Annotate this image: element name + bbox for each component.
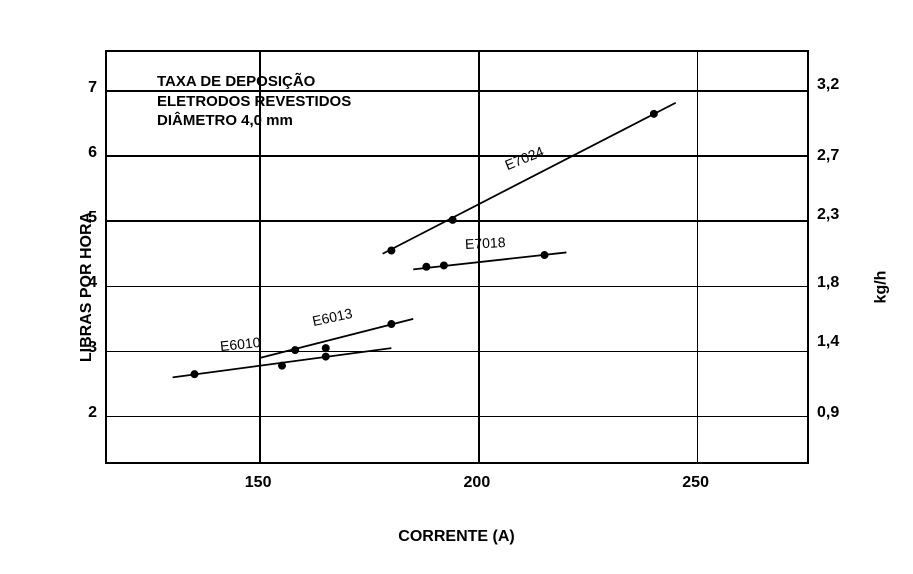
x-tick: 250 [666, 474, 726, 492]
series-marker-E7018 [422, 263, 430, 271]
plot-area: TAXA DE DEPOSIÇÃOELETRODOS REVESTIDOSDIÂ… [105, 50, 809, 464]
y-left-tick: 7 [57, 79, 97, 97]
series-marker-E7024 [387, 246, 395, 254]
y-right-tick: 2,7 [817, 147, 857, 165]
grid-line-vertical [478, 52, 480, 462]
y-left-tick: 4 [57, 274, 97, 292]
y-right-tick: 2,3 [817, 206, 857, 224]
grid-line-horizontal [107, 416, 807, 418]
series-marker-E6010 [322, 353, 330, 361]
y-right-tick: 1,8 [817, 274, 857, 292]
series-marker-E6013 [387, 320, 395, 328]
y-left-tick: 2 [57, 404, 97, 422]
y-left-tick: 6 [57, 144, 97, 162]
series-marker-E6010 [278, 362, 286, 370]
grid-line-horizontal [107, 155, 807, 157]
series-marker-E7018 [541, 251, 549, 259]
y-right-tick: 0,9 [817, 404, 857, 422]
grid-line-horizontal [107, 90, 807, 92]
grid-line-vertical [259, 52, 261, 462]
y-right-tick: 1,4 [817, 333, 857, 351]
series-label-E7018: E7018 [465, 234, 506, 252]
y-left-tick: 5 [57, 209, 97, 227]
series-marker-E7018 [440, 261, 448, 269]
grid-line-vertical [697, 52, 699, 462]
x-tick: 200 [447, 474, 507, 492]
y-axis-right-label: kg/h [873, 271, 891, 304]
deposition-rate-chart: LIBRAS POR HORA kg/h CORRENTE (A) TAXA D… [0, 0, 913, 574]
series-marker-E6010 [191, 370, 199, 378]
y-right-tick: 3,2 [817, 76, 857, 94]
series-line-E7024 [383, 103, 676, 254]
x-tick: 150 [228, 474, 288, 492]
grid-line-horizontal [107, 286, 807, 288]
grid-line-horizontal [107, 220, 807, 222]
series-layer [107, 52, 807, 462]
y-left-tick: 3 [57, 339, 97, 357]
x-axis-label: CORRENTE (A) [398, 528, 514, 546]
series-marker-E7024 [650, 110, 658, 118]
grid-line-horizontal [107, 351, 807, 353]
